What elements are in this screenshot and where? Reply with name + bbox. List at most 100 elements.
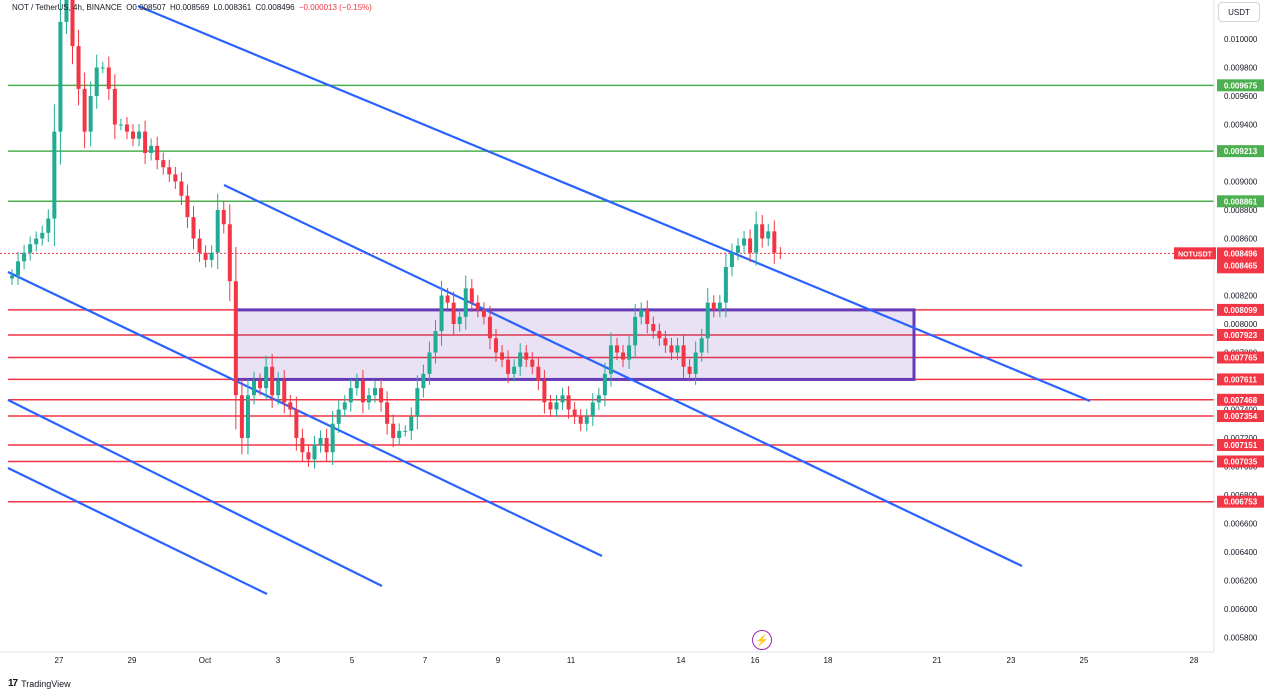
candle-body [318, 438, 323, 446]
candle-body [197, 238, 202, 253]
price-tick-label: 0.009800 [1224, 64, 1258, 73]
price-tick-label: 0.006600 [1224, 520, 1258, 529]
candle-body [342, 402, 347, 410]
candle-body [415, 388, 420, 417]
candle-body [729, 252, 734, 267]
candle-body [276, 381, 281, 396]
price-tick-label: 0.006200 [1224, 577, 1258, 586]
candle-body [590, 402, 595, 417]
candle-body [736, 245, 740, 253]
candle-body [494, 338, 498, 353]
candle-body [760, 224, 765, 239]
candle-body [596, 395, 601, 403]
time-tick-label: 18 [824, 656, 833, 665]
candle-body [100, 67, 105, 69]
candle-body [10, 275, 14, 279]
candle-body [433, 331, 438, 353]
candle-body [615, 345, 619, 353]
candle-body [58, 21, 63, 132]
time-tick-label: 29 [128, 656, 137, 665]
candle-body [554, 402, 559, 410]
candle-body [403, 430, 408, 432]
candle-body [421, 373, 426, 389]
extra-price-badge-bg [1217, 259, 1264, 272]
time-tick-label: 7 [423, 656, 428, 665]
price-tick-label: 0.006000 [1224, 605, 1258, 614]
candle-body [687, 366, 692, 374]
candle-body [699, 338, 704, 353]
candle-body [506, 359, 511, 374]
resistance-label: 0.009675 [1224, 81, 1258, 90]
candle-body [742, 238, 747, 246]
candle-body [754, 224, 759, 253]
time-tick-label: 5 [350, 656, 355, 665]
support-label-bg [1217, 495, 1264, 508]
resistance-label-bg [1217, 145, 1264, 158]
candle-body [373, 388, 377, 396]
candle-body [336, 409, 341, 424]
candle-body [518, 352, 523, 367]
candle-body [572, 409, 577, 417]
support-label: 0.008099 [1224, 306, 1258, 315]
candle-body [475, 302, 480, 310]
candle-body [748, 238, 753, 253]
extra-price-label: 0.008465 [1224, 262, 1258, 271]
resistance-label: 0.009213 [1224, 147, 1258, 156]
ohlc-low: L0.008361 [213, 3, 252, 12]
candle-body [524, 352, 529, 360]
channel-line [7, 399, 383, 587]
ohlc-open: O0.008507 [126, 3, 166, 12]
candle-body [52, 131, 57, 219]
candle-body [766, 231, 771, 239]
candle-body [621, 352, 626, 360]
candle-body [651, 324, 656, 332]
symbol-title: NOT / TetherUS, 4h, BINANCE [12, 3, 122, 12]
time-tick-label: 16 [751, 656, 760, 665]
time-tick-label: 23 [1007, 656, 1016, 665]
currency-button[interactable]: USDT [1218, 2, 1260, 22]
support-label-bg [1217, 393, 1264, 406]
current-price-label: 0.008496 [1224, 249, 1258, 258]
candle-body [209, 252, 214, 260]
candle-body [675, 345, 680, 353]
price-tick-label: 0.006400 [1224, 548, 1258, 557]
price-tick-label: 0.006800 [1224, 491, 1258, 500]
candle-body [391, 423, 396, 438]
candle-body [312, 445, 317, 460]
candle-body [112, 88, 117, 125]
candle-body [16, 261, 21, 276]
price-tick-label: 0.008600 [1224, 235, 1258, 244]
candle-body [481, 309, 486, 317]
candle-body [215, 210, 220, 253]
price-tick-label: 0.008000 [1224, 320, 1258, 329]
candle-body [463, 288, 468, 317]
price-tick-label: 0.007200 [1224, 434, 1258, 443]
candle-body [167, 167, 172, 175]
support-label: 0.007468 [1224, 396, 1258, 405]
candle-body [143, 131, 148, 153]
candle-body [324, 438, 329, 453]
time-tick-label: 21 [933, 656, 942, 665]
time-tick-label: 27 [55, 656, 64, 665]
candle-body [22, 252, 27, 262]
channel-lines [7, 4, 1091, 595]
candle-body [500, 352, 505, 360]
candle-body [439, 295, 444, 332]
support-label-bg [1217, 438, 1264, 451]
candle-body [70, 0, 75, 47]
tradingview-brand[interactable]: 17 TradingView [8, 678, 71, 689]
candle-body [645, 309, 650, 324]
resistance-label-bg [1217, 195, 1264, 208]
candle-body [348, 388, 353, 403]
candle-body [366, 395, 371, 403]
candle-body [94, 67, 99, 96]
candle-body [306, 452, 311, 460]
candle-body [252, 381, 256, 396]
candle-body [717, 302, 722, 310]
lightning-icon[interactable]: ⚡ [752, 630, 772, 650]
candle-body [723, 267, 728, 303]
candle-body [118, 124, 123, 126]
candle-body [221, 210, 226, 225]
candle-body [34, 238, 39, 245]
